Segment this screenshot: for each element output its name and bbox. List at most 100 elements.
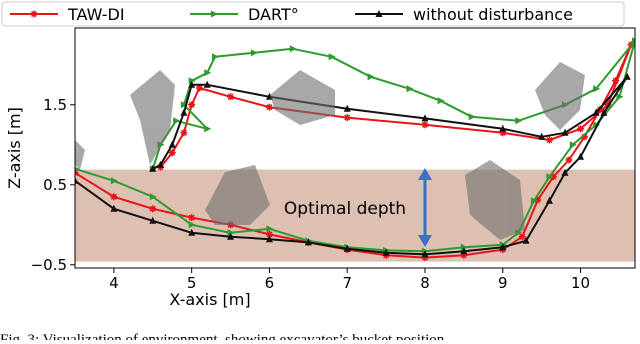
marker: [522, 236, 530, 244]
marker: [168, 140, 176, 148]
marker: [604, 101, 612, 109]
marker: [188, 228, 196, 236]
marker: [180, 108, 188, 116]
marker: [561, 128, 569, 136]
marker: [110, 177, 118, 185]
legend-label: without disturbance: [413, 5, 573, 24]
marker: [195, 84, 203, 92]
marker: [343, 244, 351, 252]
marker: [188, 77, 196, 85]
marker: [289, 45, 297, 53]
marker: [580, 133, 588, 141]
excavator-silhouettes: [75, 62, 585, 240]
x-tick-label: 10: [571, 274, 590, 292]
marker: [460, 251, 468, 259]
marker: [460, 243, 468, 251]
marker: [188, 101, 196, 109]
marker: [188, 221, 196, 229]
marker: [265, 230, 273, 238]
marker: [538, 132, 546, 140]
x-tick-label: 4: [109, 274, 119, 292]
marker: [343, 114, 351, 122]
marker: [632, 37, 635, 45]
marker: [211, 10, 218, 18]
marker: [343, 104, 351, 112]
marker: [375, 10, 383, 17]
marker: [565, 156, 573, 164]
x-tick-label: 8: [420, 274, 430, 292]
marker: [188, 80, 196, 88]
marker: [168, 149, 176, 157]
marker: [328, 53, 336, 61]
x-tick-label: 6: [265, 274, 275, 292]
marker: [437, 97, 445, 105]
marker: [623, 72, 631, 80]
marker: [546, 173, 554, 181]
marker: [421, 254, 429, 262]
y-tick-label: 1.5: [43, 96, 67, 114]
x-axis-label: X-axis [m]: [169, 290, 250, 309]
marker: [180, 101, 188, 109]
y-tick-label: −0.5: [31, 256, 67, 274]
x-tick-label: 7: [342, 274, 352, 292]
marker: [204, 125, 212, 133]
marker: [468, 113, 476, 121]
marker: [569, 141, 577, 149]
marker: [600, 108, 608, 116]
marker: [382, 248, 390, 256]
marker: [592, 108, 600, 116]
annotation: Optimal depth: [284, 199, 406, 219]
marker: [212, 53, 219, 61]
marker: [265, 103, 273, 111]
marker: [367, 73, 375, 81]
marker: [499, 129, 507, 137]
marker: [518, 233, 526, 241]
marker: [534, 196, 542, 204]
marker: [149, 205, 157, 213]
marker: [577, 125, 585, 133]
plot-frame: [74, 27, 636, 269]
marker: [75, 176, 79, 184]
marker: [545, 136, 553, 144]
marker: [227, 229, 235, 237]
caption: Fig. 3: Visualization of environment, sh…: [0, 332, 445, 340]
y-tick-label: 0.5: [43, 176, 67, 194]
marker: [515, 117, 523, 125]
marker: [406, 85, 414, 93]
marker: [499, 243, 507, 251]
marker: [110, 204, 118, 212]
x-tick-label: 9: [498, 274, 508, 292]
marker: [188, 214, 196, 222]
marker: [421, 121, 429, 129]
marker: [110, 193, 118, 201]
marker: [250, 49, 258, 57]
marker: [149, 216, 157, 224]
marker: [545, 196, 553, 204]
marker: [421, 114, 429, 122]
marker: [173, 117, 181, 125]
marker: [266, 225, 274, 233]
marker: [577, 152, 585, 160]
marker: [612, 77, 620, 85]
marker: [593, 85, 601, 93]
marker: [616, 93, 624, 101]
marker: [149, 164, 157, 172]
marker: [180, 129, 188, 137]
marker: [30, 10, 38, 18]
legend-box: [1, 1, 625, 27]
marker: [149, 193, 157, 201]
legend-label: TAW-DI: [67, 5, 125, 24]
legend-label: DART°: [248, 5, 299, 24]
marker: [203, 80, 211, 88]
marker: [561, 168, 569, 176]
y-axis-label: Z-axis [m]: [5, 107, 24, 189]
marker: [227, 93, 235, 101]
marker: [157, 160, 165, 168]
marker: [265, 235, 273, 243]
marker: [204, 69, 212, 77]
marker: [421, 250, 429, 258]
marker: [75, 166, 79, 171]
marker: [530, 197, 538, 205]
